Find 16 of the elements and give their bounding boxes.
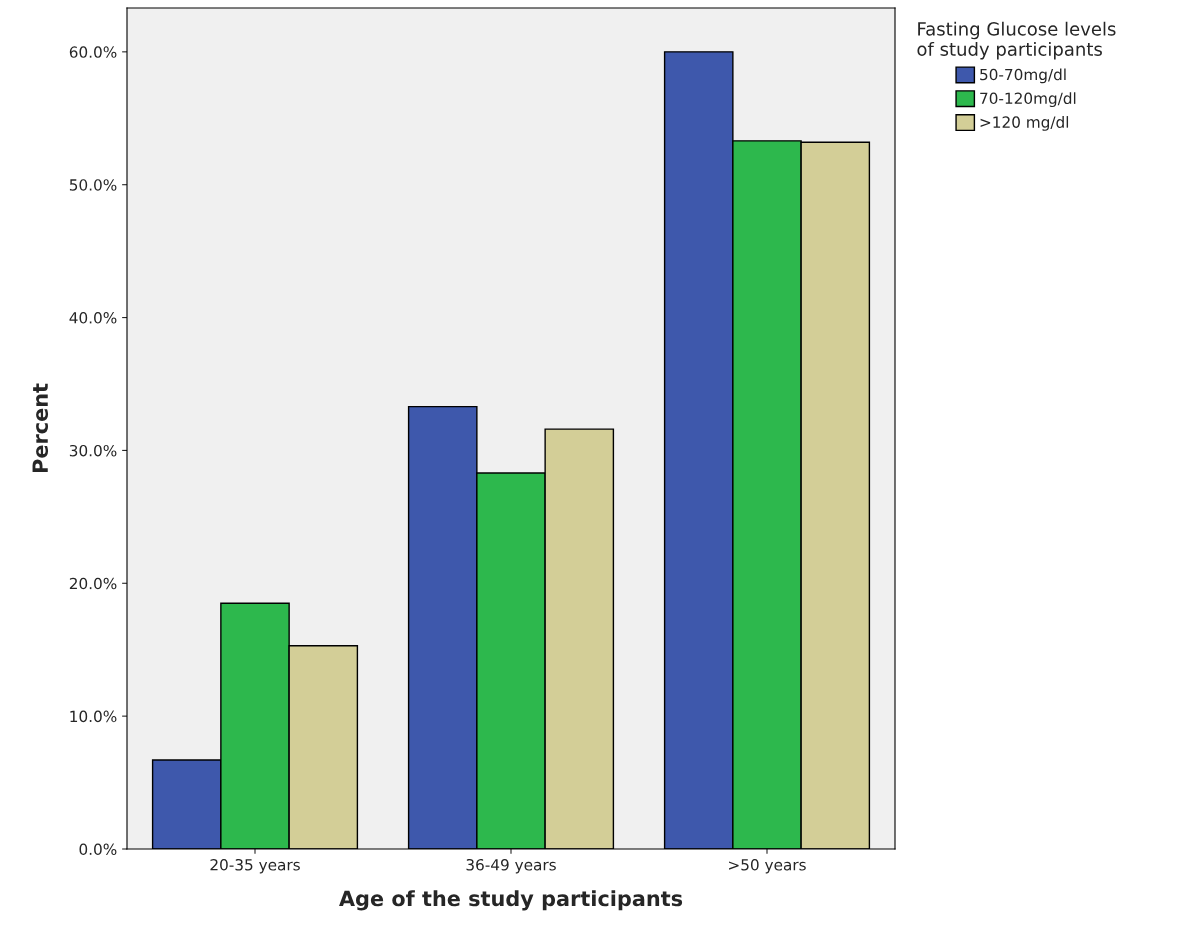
legend-title: Fasting Glucose levels of study participants (917, 21, 1116, 60)
y-tick-label: 40.0% (69, 312, 117, 324)
x-tick-label: 20-35 years (210, 858, 300, 874)
x-tick-label: 36-49 years (466, 858, 556, 874)
x-tick-label: >50 years (729, 858, 806, 874)
y-tick-label: 20.0% (69, 577, 117, 590)
legend-label: >120 mg/dl (980, 116, 1069, 131)
y-tick-label: 60.0% (69, 46, 117, 58)
y-tick-label: 0.0% (79, 843, 117, 856)
y-tick-label: 10.0% (70, 710, 117, 723)
legend-label: 70-120mg/dl (980, 92, 1076, 108)
y-tick-label: 30.0% (69, 444, 117, 457)
legend-label: 50-70mg/dl (980, 68, 1066, 84)
y-tick-label: 50.0% (69, 179, 117, 191)
y-axis-title: Percent (32, 383, 49, 473)
x-axis-title: Age of the study participants (339, 890, 683, 911)
